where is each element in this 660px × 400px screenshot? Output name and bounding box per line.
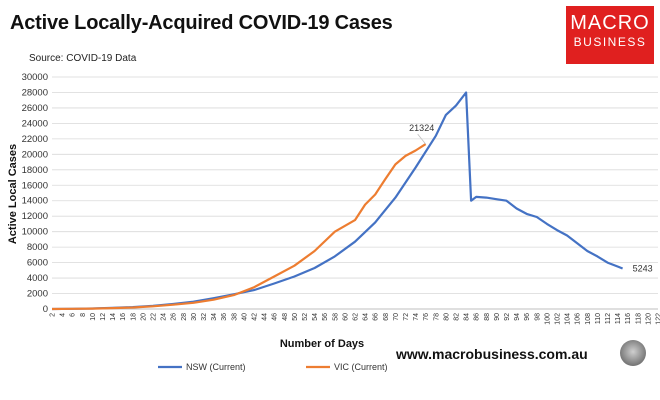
x-tick-50: 50 — [292, 313, 299, 321]
y-tick-30000: 30000 — [22, 72, 48, 83]
x-tick-110: 110 — [595, 313, 602, 324]
x-tick-90: 90 — [494, 313, 501, 321]
x-tick-4: 4 — [60, 313, 67, 317]
y-tick-10000: 10000 — [22, 227, 48, 238]
x-tick-70: 70 — [393, 313, 400, 321]
x-tick-94: 94 — [514, 313, 521, 321]
y-tick-20000: 20000 — [22, 149, 48, 160]
x-tick-40: 40 — [241, 313, 248, 321]
x-tick-46: 46 — [272, 313, 279, 321]
x-tick-10: 10 — [90, 313, 97, 321]
data-labels: 5243 21324 — [409, 123, 652, 273]
x-tick-112: 112 — [605, 313, 612, 324]
y-tick-12000: 12000 — [22, 211, 48, 222]
x-tick-38: 38 — [231, 313, 238, 321]
y-tick-28000: 28000 — [22, 87, 48, 98]
x-tick-102: 102 — [555, 313, 562, 325]
x-tick-12: 12 — [100, 313, 107, 321]
x-tick-56: 56 — [322, 313, 329, 321]
logo-line-2: BUSINESS — [573, 35, 647, 49]
x-axis-label: Number of Days — [280, 338, 364, 350]
x-tick-104: 104 — [565, 313, 572, 325]
y-tick-16000: 16000 — [22, 180, 48, 191]
x-tick-20: 20 — [140, 313, 147, 321]
x-tick-120: 120 — [645, 313, 652, 325]
y-tick-2000: 2000 — [27, 289, 48, 300]
x-tick-8: 8 — [80, 313, 87, 317]
x-tick-labels: 2 4 6 8 10 12 14 16 18 20 22 24 26 28 30 32 34 36 38 40 42 44… — [50, 313, 660, 325]
x-tick-16: 16 — [120, 313, 127, 321]
series-lines — [51, 91, 624, 311]
y-tick-14000: 14000 — [22, 196, 48, 207]
y-tick-8000: 8000 — [27, 242, 48, 253]
x-tick-88: 88 — [484, 313, 491, 321]
x-tick-54: 54 — [312, 313, 319, 321]
x-tick-96: 96 — [524, 313, 531, 321]
x-tick-68: 68 — [383, 313, 390, 321]
x-tick-2: 2 — [50, 313, 57, 317]
y-tick-4000: 4000 — [27, 273, 48, 284]
y-axis-label: Active Local Cases — [7, 144, 19, 244]
macrobusiness-logo: MACRO BUSINESS — [566, 6, 654, 64]
x-tick-122: 122 — [656, 313, 660, 325]
x-tick-6: 6 — [70, 313, 77, 317]
source-note: Source: COVID-19 Data — [29, 53, 137, 64]
x-tick-114: 114 — [615, 313, 622, 324]
x-tick-80: 80 — [443, 313, 450, 321]
x-tick-62: 62 — [353, 313, 360, 321]
y-tick-18000: 18000 — [22, 165, 48, 176]
x-tick-64: 64 — [363, 313, 370, 321]
x-tick-92: 92 — [504, 313, 511, 321]
series-line-vic — [51, 143, 427, 311]
x-tick-58: 58 — [332, 313, 339, 321]
x-tick-108: 108 — [585, 313, 592, 325]
x-tick-118: 118 — [635, 313, 642, 324]
x-tick-30: 30 — [191, 313, 198, 321]
x-tick-36: 36 — [221, 313, 228, 321]
y-tick-0: 0 — [43, 304, 48, 315]
x-tick-76: 76 — [423, 313, 430, 321]
x-tick-22: 22 — [151, 313, 158, 321]
x-tick-100: 100 — [544, 313, 551, 325]
legend-label-nsw: NSW (Current) — [186, 362, 246, 372]
y-tick-26000: 26000 — [22, 103, 48, 114]
x-tick-86: 86 — [474, 313, 481, 321]
x-tick-42: 42 — [252, 313, 259, 321]
x-tick-82: 82 — [454, 313, 461, 321]
x-tick-14: 14 — [110, 313, 117, 321]
x-tick-52: 52 — [302, 313, 309, 321]
x-tick-74: 74 — [413, 313, 420, 321]
x-tick-26: 26 — [171, 313, 178, 321]
x-tick-44: 44 — [262, 313, 269, 321]
website-url: www.macrobusiness.com.au — [396, 346, 588, 362]
x-tick-24: 24 — [161, 313, 168, 321]
x-tick-106: 106 — [575, 313, 582, 325]
x-tick-32: 32 — [201, 313, 208, 321]
gridlines — [52, 76, 658, 294]
legend-label-vic: VIC (Current) — [334, 362, 388, 372]
data-label-leader-vic — [417, 133, 427, 145]
legend: NSW (Current) VIC (Current) — [158, 362, 388, 372]
wolf-mascot-icon — [620, 340, 646, 366]
data-label-nsw: 5243 — [633, 263, 653, 273]
x-tick-78: 78 — [433, 313, 440, 321]
y-tick-22000: 22000 — [22, 134, 48, 145]
x-tick-48: 48 — [282, 313, 289, 321]
y-tick-6000: 6000 — [27, 258, 48, 269]
chart-title: Active Locally-Acquired COVID-19 Cases — [10, 12, 393, 34]
x-tick-18: 18 — [130, 313, 137, 321]
x-tick-66: 66 — [373, 313, 380, 321]
y-tick-labels: 0 2000 4000 6000 8000 10000 12000 14000 16000 180… — [22, 72, 48, 315]
x-tick-28: 28 — [181, 313, 188, 321]
logo-line-1: MACRO — [570, 12, 650, 34]
y-tick-24000: 24000 — [22, 118, 48, 129]
x-tick-116: 116 — [625, 313, 632, 324]
x-tick-98: 98 — [534, 313, 541, 321]
x-tick-72: 72 — [403, 313, 410, 321]
x-tick-84: 84 — [464, 313, 471, 321]
x-tick-34: 34 — [211, 313, 218, 321]
x-tick-60: 60 — [342, 313, 349, 321]
data-label-vic: 21324 — [409, 123, 434, 133]
